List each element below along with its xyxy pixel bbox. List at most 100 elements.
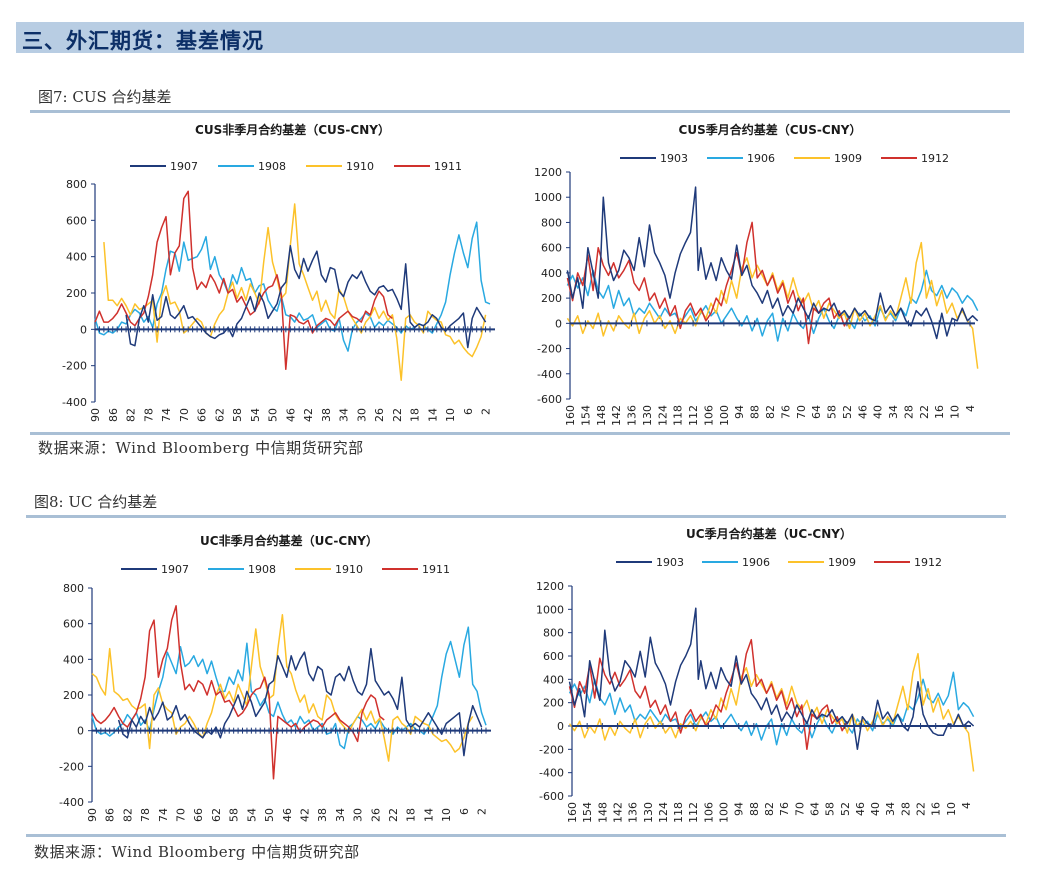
y-tick-label: 0 bbox=[77, 725, 84, 738]
x-tick-label: 10 bbox=[945, 802, 958, 816]
series-line-1903 bbox=[568, 607, 975, 751]
y-tick-label: 600 bbox=[63, 618, 84, 631]
x-tick-label: 30 bbox=[355, 408, 368, 422]
legend-label-1912: 1912 bbox=[914, 556, 942, 569]
x-tick-label: 70 bbox=[795, 405, 808, 419]
legend-label-1908: 1908 bbox=[258, 160, 286, 173]
y-tick-label: 200 bbox=[543, 697, 564, 710]
y-tick-label: 1000 bbox=[534, 191, 562, 204]
x-tick-label: 30 bbox=[352, 808, 365, 822]
x-tick-label: 10 bbox=[949, 405, 962, 419]
y-tick-label: 400 bbox=[541, 267, 562, 280]
y-tick-label: -400 bbox=[537, 368, 562, 381]
y-tick-label: 200 bbox=[541, 292, 562, 305]
x-tick-label: 50 bbox=[263, 808, 276, 822]
legend-label-1910: 1910 bbox=[335, 563, 363, 576]
x-tick-label: 64 bbox=[810, 405, 823, 419]
series-line-1911 bbox=[94, 190, 393, 371]
y-tick-label: -600 bbox=[539, 790, 564, 803]
x-tick-label: 154 bbox=[581, 802, 594, 823]
legend-label-1903: 1903 bbox=[656, 556, 684, 569]
x-tick-label: 42 bbox=[298, 808, 311, 822]
chart-title: CUS季月合约基差（CUS-CNY） bbox=[679, 122, 862, 137]
y-tick-label: 800 bbox=[541, 216, 562, 229]
x-tick-label: 52 bbox=[839, 802, 852, 816]
legend-label-1912: 1912 bbox=[921, 152, 949, 165]
chart-uc-non-quarterly: UC非季月合约基差（UC-CNY） 1907 1908 1910 1911 -400 -20… bbox=[59, 533, 491, 822]
series-line-1909 bbox=[566, 241, 979, 369]
x-tick-label: 124 bbox=[656, 405, 669, 426]
x-tick-label: 76 bbox=[779, 405, 792, 419]
x-tick-label: 34 bbox=[338, 408, 351, 422]
x-tick-label: 112 bbox=[687, 405, 700, 426]
chart-title: UC非季月合约基差（UC-CNY） bbox=[200, 533, 378, 548]
x-tick-label: 78 bbox=[139, 808, 152, 822]
y-tick-label: 600 bbox=[66, 214, 87, 227]
y-tick-label: 400 bbox=[66, 251, 87, 264]
x-tick-label: 28 bbox=[902, 405, 915, 419]
figure-7-bottom-rule bbox=[30, 432, 1010, 435]
x-tick-label: 106 bbox=[702, 802, 715, 823]
x-tick-label: 112 bbox=[687, 802, 700, 823]
y-tick-label: 1200 bbox=[534, 166, 562, 179]
x-tick-label: 74 bbox=[157, 808, 170, 822]
chart-uc-quarterly: UC季月合约基差（UC-CNY） 1903 1906 1909 1912 -600 -400… bbox=[536, 526, 975, 823]
x-tick-label: 50 bbox=[267, 408, 280, 422]
y-tick-label: 800 bbox=[63, 582, 84, 595]
x-tick-label: 154 bbox=[579, 405, 592, 426]
legend-label-1906: 1906 bbox=[742, 556, 770, 569]
x-tick-label: 82 bbox=[763, 802, 776, 816]
legend-label-1906: 1906 bbox=[747, 152, 775, 165]
x-tick-label: 10 bbox=[440, 808, 453, 822]
x-tick-label: 42 bbox=[302, 408, 315, 422]
x-tick-label: 52 bbox=[841, 405, 854, 419]
x-tick-label: 54 bbox=[245, 808, 258, 822]
x-tick-label: 148 bbox=[596, 802, 609, 823]
x-tick-label: 94 bbox=[733, 802, 746, 816]
x-tick-label: 34 bbox=[884, 802, 897, 816]
chart-title: UC季月合约基差（UC-CNY） bbox=[686, 526, 852, 541]
x-tick-label: 82 bbox=[121, 808, 134, 822]
legend-label-1907: 1907 bbox=[161, 563, 189, 576]
y-tick-label: 400 bbox=[63, 653, 84, 666]
x-tick-label: 66 bbox=[196, 408, 209, 422]
x-tick-label: 14 bbox=[426, 408, 439, 422]
y-tick-label: 0 bbox=[557, 720, 564, 733]
series-line-1906 bbox=[566, 269, 979, 342]
x-tick-label: 6 bbox=[462, 408, 475, 415]
x-tick-label: 46 bbox=[281, 808, 294, 822]
y-tick-label: -400 bbox=[539, 767, 564, 780]
x-tick-label: 160 bbox=[564, 405, 577, 426]
x-tick-label: 74 bbox=[160, 408, 173, 422]
x-tick-label: 22 bbox=[387, 808, 400, 822]
chart-title: CUS非季月合约基差（CUS-CNY） bbox=[195, 122, 390, 137]
x-tick-label: 58 bbox=[826, 405, 839, 419]
x-tick-label: 70 bbox=[793, 802, 806, 816]
x-tick-label: 78 bbox=[142, 408, 155, 422]
series-line-1907 bbox=[117, 647, 483, 757]
x-tick-label: 58 bbox=[228, 808, 241, 822]
legend-label-1909: 1909 bbox=[834, 152, 862, 165]
x-tick-label: 100 bbox=[718, 405, 731, 426]
series-line-1911 bbox=[91, 605, 385, 780]
x-tick-label: 86 bbox=[107, 408, 120, 422]
figure-8-top-rule bbox=[26, 515, 1006, 518]
x-tick-label: 100 bbox=[718, 802, 731, 823]
x-tick-label: 18 bbox=[409, 408, 422, 422]
y-tick-label: -200 bbox=[62, 360, 87, 373]
y-tick-label: 1200 bbox=[536, 580, 564, 593]
x-tick-label: 118 bbox=[672, 802, 685, 823]
x-tick-label: 46 bbox=[856, 405, 869, 419]
x-tick-label: 26 bbox=[373, 408, 386, 422]
legend-label-1907: 1907 bbox=[170, 160, 198, 173]
x-tick-label: 90 bbox=[86, 808, 99, 822]
x-tick-label: 46 bbox=[284, 408, 297, 422]
x-tick-label: 22 bbox=[918, 405, 931, 419]
x-tick-label: 58 bbox=[231, 408, 244, 422]
x-tick-label: 10 bbox=[444, 408, 457, 422]
figure-8-source: 数据来源：Wind Bloomberg 中信期货研究部 bbox=[34, 843, 360, 861]
x-tick-label: 16 bbox=[930, 802, 943, 816]
y-tick-label: -400 bbox=[62, 396, 87, 409]
x-tick-label: 62 bbox=[213, 408, 226, 422]
x-tick-label: 38 bbox=[316, 808, 329, 822]
